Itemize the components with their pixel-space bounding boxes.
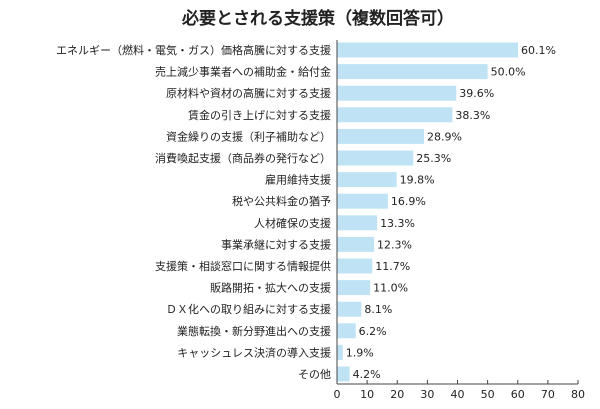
chart-title: 必要とされる支援策（複数回答可） xyxy=(181,8,454,29)
x-tick-label: 30 xyxy=(420,388,434,401)
data-label: 1.9% xyxy=(346,346,374,359)
bar xyxy=(337,215,378,231)
category-label: その他 xyxy=(298,368,331,381)
data-label: 16.9% xyxy=(391,195,426,208)
bar xyxy=(337,280,371,296)
category-label: 賃金の引き上げに対する支援 xyxy=(188,108,331,122)
category-label: 人材確保の支援 xyxy=(254,216,331,230)
bar xyxy=(337,258,373,274)
data-label: 28.9% xyxy=(427,130,462,143)
x-tick-label: 60 xyxy=(511,388,525,401)
data-label: 25.3% xyxy=(416,152,451,165)
bars-layer xyxy=(337,42,519,382)
category-label: ＤＸ化への取り組みに対する支援 xyxy=(166,302,331,316)
data-label: 11.0% xyxy=(373,282,408,295)
value-labels: 60.1% 50.0% 39.6% 38.3% 28.9% 25.3% 19.8% 16.9%… xyxy=(346,44,556,381)
bar xyxy=(337,64,488,80)
bar xyxy=(337,323,356,339)
x-tick-label: 10 xyxy=(360,388,374,401)
x-tick-label: 20 xyxy=(390,388,404,401)
data-label: 13.3% xyxy=(380,217,415,230)
data-label: 38.3% xyxy=(455,109,490,122)
bar xyxy=(337,42,519,58)
category-label: 販路開拓・拡大への支援 xyxy=(210,281,331,295)
bar xyxy=(337,85,457,101)
bar xyxy=(337,172,397,188)
category-label: 消費喚起支援（商品券の発行など） xyxy=(155,151,331,165)
bar xyxy=(337,344,343,360)
data-label: 19.8% xyxy=(400,174,435,187)
category-label: 売上減少事業者への補助金・給付金 xyxy=(155,65,331,79)
bar xyxy=(337,366,350,382)
data-label: 50.0% xyxy=(491,66,526,79)
x-tick-label: 80 xyxy=(571,388,585,401)
bar xyxy=(337,128,425,144)
data-label: 11.7% xyxy=(375,260,410,273)
category-label: 支援策・相談窓口に関する情報提供 xyxy=(155,259,331,273)
category-label: 原材料や資材の高騰に対する支援 xyxy=(166,86,331,100)
category-label: キャッシュレス決済の導入支援 xyxy=(177,345,331,359)
bar xyxy=(337,301,362,317)
x-tick-label: 0 xyxy=(334,388,341,401)
bar xyxy=(337,150,414,166)
category-label: 業態転換・新分野進出への支援 xyxy=(177,324,331,338)
category-label: 雇用維持支援 xyxy=(265,173,331,187)
category-label: 税や公共料金の猶予 xyxy=(232,194,331,208)
x-tick-label: 50 xyxy=(481,388,495,401)
data-label: 6.2% xyxy=(359,325,387,338)
x-tick-label: 40 xyxy=(451,388,465,401)
bar xyxy=(337,107,453,123)
category-labels: エネルギー（燃料・電気・ガス）価格高騰に対する支援売上減少事業者への補助金・給付… xyxy=(56,43,331,381)
bar xyxy=(337,236,375,252)
category-label: 資金繰りの支援（利子補助など） xyxy=(166,129,331,143)
x-tick-label: 70 xyxy=(541,388,555,401)
data-label: 4.2% xyxy=(353,368,381,381)
data-label: 39.6% xyxy=(459,87,494,100)
category-label: エネルギー（燃料・電気・ガス）価格高騰に対する支援 xyxy=(56,43,331,57)
bar xyxy=(337,193,388,209)
data-label: 12.3% xyxy=(377,238,412,251)
data-label: 8.1% xyxy=(364,303,392,316)
x-axis: 0 10 20 30 40 50 60 70 80 xyxy=(334,40,585,401)
data-label: 60.1% xyxy=(521,44,556,57)
category-label: 事業承継に対する支援 xyxy=(221,237,331,251)
